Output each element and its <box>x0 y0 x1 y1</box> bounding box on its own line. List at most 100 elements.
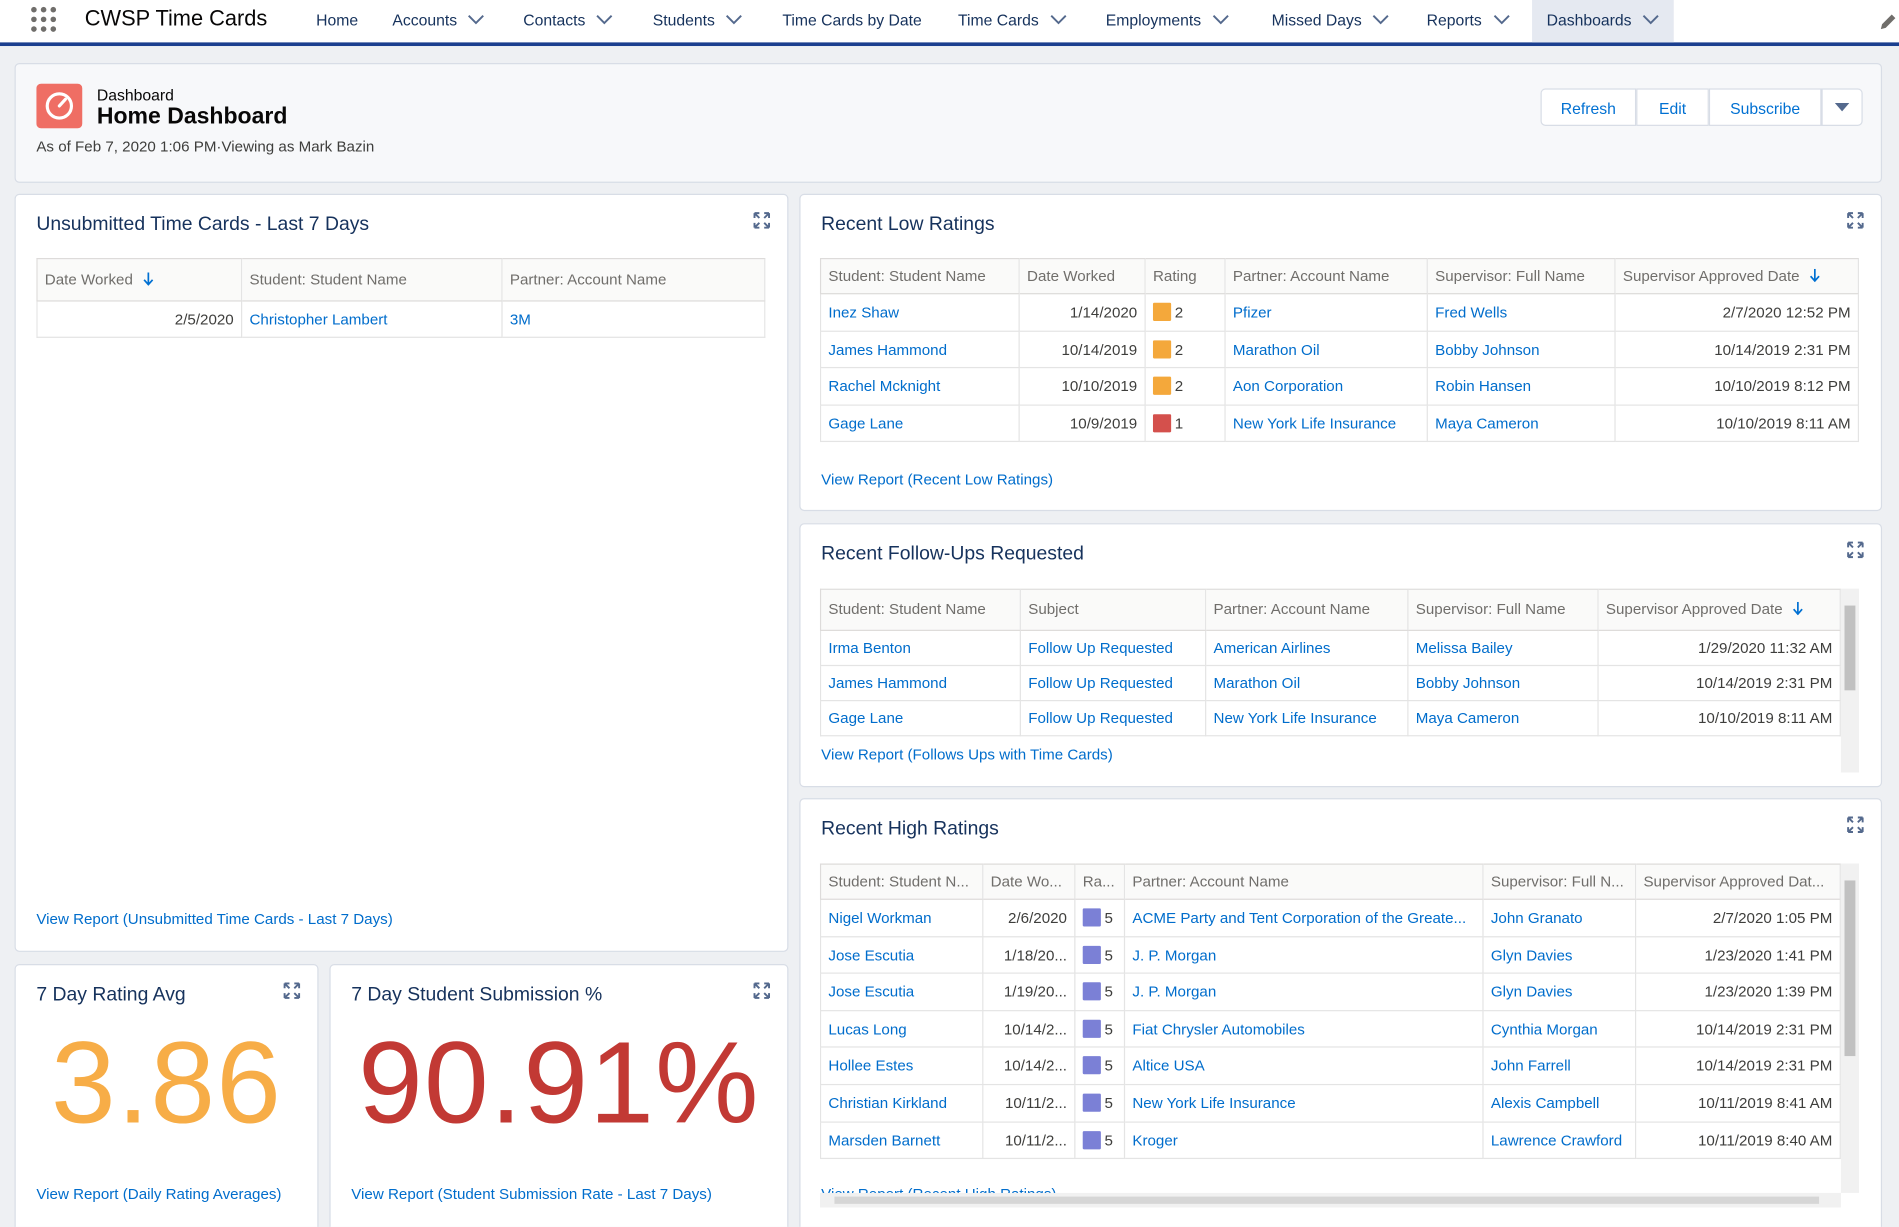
column-header[interactable]: Partner: Account Name <box>1125 863 1484 900</box>
nav-item[interactable]: Employments <box>1106 0 1229 42</box>
column-header[interactable]: Date Worked <box>36 257 243 302</box>
table-cell[interactable]: Maya Cameron <box>1427 405 1616 443</box>
column-header[interactable]: Date Worked <box>1019 257 1146 295</box>
table-cell[interactable]: Fiat Chrysler Automobiles <box>1125 1011 1484 1049</box>
table-cell[interactable]: Christian Kirkland <box>819 1085 984 1123</box>
table-cell[interactable]: Gage Lane <box>819 405 1020 443</box>
table-cell[interactable]: New York Life Insurance <box>1125 1085 1484 1123</box>
column-header[interactable]: Student: Student Name <box>819 257 1020 295</box>
table-cell[interactable]: New York Life Insurance <box>1206 701 1409 737</box>
table-cell[interactable]: Bobby Johnson <box>1427 331 1616 369</box>
table-cell[interactable]: Maya Cameron <box>1408 701 1599 737</box>
table-cell[interactable]: Marsden Barnett <box>819 1122 984 1160</box>
view-report-link[interactable]: View Report (Daily Rating Averages) <box>36 1185 282 1203</box>
table-cell[interactable]: Follow Up Requested <box>1020 701 1207 737</box>
column-header[interactable]: Rating <box>1145 257 1226 295</box>
column-header[interactable]: Supervisor Approved Dat... <box>1636 863 1841 900</box>
table-cell: 10/10/2019 <box>1019 368 1146 406</box>
table-cell[interactable]: Glyn Davies <box>1483 973 1637 1012</box>
rating-swatch <box>1082 945 1101 964</box>
table-cell[interactable]: Inez Shaw <box>819 294 1020 332</box>
table-cell[interactable]: New York Life Insurance <box>1225 405 1428 443</box>
column-header[interactable]: Supervisor Approved Date <box>1615 257 1860 295</box>
table-cell[interactable]: Alexis Campbell <box>1483 1085 1637 1123</box>
table-cell[interactable]: Hollee Estes <box>819 1048 984 1086</box>
table-cell[interactable]: Lucas Long <box>819 1011 984 1049</box>
column-header[interactable]: Ra... <box>1075 863 1126 900</box>
nav-item[interactable]: Dashboards <box>1532 0 1674 43</box>
table-cell[interactable]: Follow Up Requested <box>1020 630 1207 667</box>
more-actions-button[interactable] <box>1821 88 1863 126</box>
table-cell[interactable]: Melissa Bailey <box>1408 630 1599 667</box>
expand-button[interactable] <box>1847 816 1864 833</box>
table-cell[interactable]: American Airlines <box>1206 630 1409 667</box>
table-cell[interactable]: Christopher Lambert <box>242 301 503 338</box>
column-header[interactable]: Student: Student Name <box>819 588 1021 631</box>
edit-nav-icon[interactable] <box>1878 12 1897 31</box>
table-cell[interactable]: Cynthia Morgan <box>1483 1011 1637 1049</box>
chevron-icon <box>468 15 485 25</box>
nav-item[interactable]: Reports <box>1427 0 1510 42</box>
view-report-link[interactable]: View Report (Follows Ups with Time Cards… <box>821 746 1113 763</box>
table-cell[interactable]: Nigel Workman <box>819 899 984 937</box>
table-cell[interactable]: Altice USA <box>1125 1048 1484 1086</box>
header-button[interactable]: Subscribe <box>1708 88 1822 126</box>
table-cell[interactable]: John Granato <box>1483 899 1637 937</box>
table-cell[interactable]: Aon Corporation <box>1225 368 1428 406</box>
table-cell[interactable]: John Farrell <box>1483 1048 1637 1086</box>
table-cell[interactable]: Pfizer <box>1225 294 1428 332</box>
expand-button[interactable] <box>753 982 771 999</box>
table-cell[interactable]: Rachel Mcknight <box>819 368 1020 406</box>
table-cell[interactable]: 3M <box>502 301 766 338</box>
nav-item[interactable]: Missed Days <box>1272 0 1390 42</box>
expand-button[interactable] <box>1847 541 1864 559</box>
view-report-link[interactable]: View Report (Recent Low Ratings) <box>821 471 1054 489</box>
table-cell[interactable]: Robin Hansen <box>1427 368 1616 406</box>
table-cell[interactable]: ACME Party and Tent Corporation of the G… <box>1125 899 1484 937</box>
column-header[interactable]: Partner: Account Name <box>1225 257 1428 295</box>
table-cell[interactable]: James Hammond <box>819 666 1021 702</box>
column-header[interactable]: Supervisor: Full N... <box>1483 863 1637 900</box>
column-header[interactable]: Student: Student N... <box>819 863 984 900</box>
column-header[interactable]: Date Wo... <box>983 863 1076 900</box>
table-cell[interactable]: Fred Wells <box>1427 294 1616 332</box>
rating-swatch <box>1152 376 1172 395</box>
header-button[interactable]: Refresh <box>1540 88 1637 126</box>
column-header[interactable]: Partner: Account Name <box>502 257 766 302</box>
column-header[interactable]: Supervisor: Full Name <box>1427 257 1616 295</box>
nav-item[interactable]: Students <box>653 0 743 42</box>
column-header[interactable]: Supervisor: Full Name <box>1408 588 1599 631</box>
table-cell[interactable]: Kroger <box>1125 1122 1484 1160</box>
column-header[interactable]: Partner: Account Name <box>1206 588 1409 631</box>
column-header[interactable]: Subject <box>1020 588 1207 631</box>
expand-button[interactable] <box>753 212 771 229</box>
app-launcher[interactable] <box>30 6 59 35</box>
cell-text: 10/14/2019 2:31 PM <box>1696 1020 1833 1038</box>
nav-item[interactable]: Home <box>316 0 358 42</box>
expand-button[interactable] <box>283 982 301 999</box>
table-cell[interactable]: Marathon Oil <box>1225 331 1428 369</box>
expand-button[interactable] <box>1847 212 1864 229</box>
view-report-link[interactable]: View Report (Unsubmitted Time Cards - La… <box>36 910 393 928</box>
table-cell[interactable]: Marathon Oil <box>1206 666 1409 702</box>
table-cell[interactable]: Follow Up Requested <box>1020 666 1207 702</box>
view-report-link[interactable]: View Report (Student Submission Rate - L… <box>351 1185 712 1203</box>
table-cell[interactable]: J. P. Morgan <box>1125 936 1484 974</box>
nav-item[interactable]: Contacts <box>523 0 613 42</box>
table-cell[interactable]: Glyn Davies <box>1483 936 1637 974</box>
header-button[interactable]: Edit <box>1636 88 1709 126</box>
table-cell[interactable]: J. P. Morgan <box>1125 973 1484 1012</box>
column-header[interactable]: Supervisor Approved Date <box>1598 588 1841 631</box>
table-cell[interactable]: Irma Benton <box>819 630 1021 667</box>
nav-item[interactable]: Accounts <box>392 0 485 42</box>
table-cell: 1/23/2020 1:39 PM <box>1636 973 1841 1012</box>
table-cell[interactable]: Bobby Johnson <box>1408 666 1599 702</box>
table-cell[interactable]: Gage Lane <box>819 701 1021 737</box>
table-cell[interactable]: James Hammond <box>819 331 1020 369</box>
table-cell[interactable]: Jose Escutia <box>819 936 984 974</box>
nav-item[interactable]: Time Cards by Date <box>782 0 921 42</box>
table-cell[interactable]: Jose Escutia <box>819 973 984 1012</box>
table-cell[interactable]: Lawrence Crawford <box>1483 1122 1637 1160</box>
column-header[interactable]: Student: Student Name <box>242 257 503 302</box>
nav-item[interactable]: Time Cards <box>958 0 1067 42</box>
